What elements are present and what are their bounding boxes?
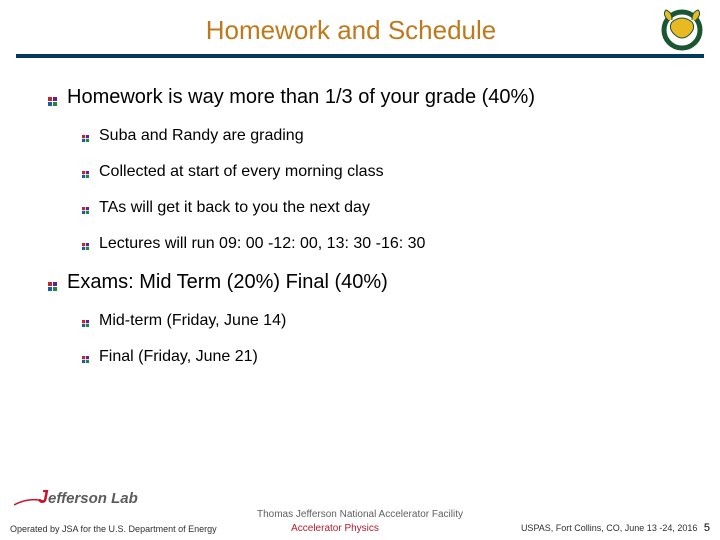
title-bar: Homework and Schedule	[0, 0, 720, 52]
sub-item-text: Lectures will run 09: 00 -12: 00, 13: 30…	[99, 235, 425, 253]
bullet-icon	[48, 282, 57, 291]
sub-item: Mid-term (Friday, June 14)	[82, 312, 672, 330]
sub-item: Final (Friday, June 21)	[82, 348, 672, 366]
slide-content: Homework is way more than 1/3 of your gr…	[0, 58, 720, 366]
footer-facility: Thomas Jefferson National Accelerator Fa…	[10, 509, 710, 520]
bullet-icon	[82, 207, 89, 214]
bullet-icon	[82, 356, 89, 363]
sub-item: Lectures will run 09: 00 -12: 00, 13: 30…	[82, 235, 672, 253]
bullet-icon	[82, 243, 89, 250]
sub-item-text: Suba and Randy are grading	[99, 127, 304, 145]
logo-rest: efferson Lab	[48, 490, 138, 507]
list-item-text: Homework is way more than 1/3 of your gr…	[67, 86, 535, 109]
list-item-text: Exams: Mid Term (20%) Final (40%)	[67, 271, 388, 294]
footer-right-text: USPAS, Fort Collins, CO, June 13 -24, 20…	[521, 523, 697, 533]
footer-center: Accelerator Physics	[220, 523, 450, 534]
sub-item: TAs will get it back to you the next day	[82, 199, 672, 217]
sub-item: Collected at start of every morning clas…	[82, 163, 672, 181]
page-number: 5	[704, 522, 710, 534]
slide-footer: Jefferson Lab Thomas Jefferson National …	[0, 509, 720, 540]
list-item: Homework is way more than 1/3 of your gr…	[48, 86, 672, 109]
slide-title: Homework and Schedule	[0, 15, 652, 46]
bullet-icon	[82, 320, 89, 327]
sub-item: Suba and Randy are grading	[82, 127, 672, 145]
sub-item-text: Collected at start of every morning clas…	[99, 163, 384, 181]
footer-operated: Operated by JSA for the U.S. Department …	[10, 524, 220, 534]
bullet-icon	[48, 97, 57, 106]
jefferson-lab-logo: Jefferson Lab	[38, 487, 138, 508]
swoosh-icon	[14, 497, 44, 507]
bullet-icon	[82, 135, 89, 142]
csu-ram-logo	[652, 8, 712, 52]
list-item: Exams: Mid Term (20%) Final (40%)	[48, 271, 672, 294]
sub-item-text: Mid-term (Friday, June 14)	[99, 312, 286, 330]
footer-right: USPAS, Fort Collins, CO, June 13 -24, 20…	[450, 522, 710, 534]
bullet-icon	[82, 171, 89, 178]
sub-item-text: TAs will get it back to you the next day	[99, 199, 370, 217]
sub-item-text: Final (Friday, June 21)	[99, 348, 258, 366]
footer-row: Operated by JSA for the U.S. Department …	[10, 522, 710, 534]
